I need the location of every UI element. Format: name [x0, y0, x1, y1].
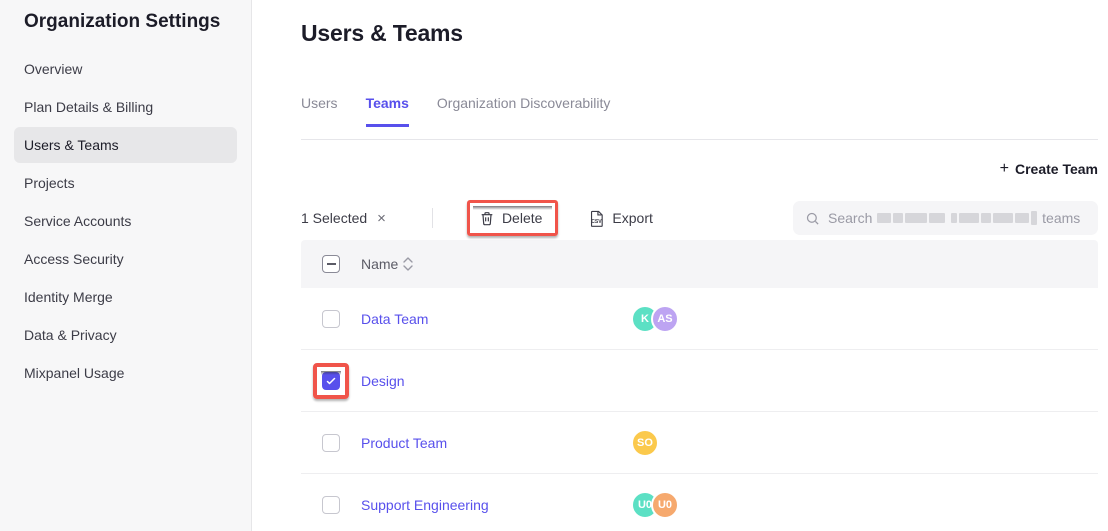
svg-text:CSV: CSV	[592, 219, 603, 225]
